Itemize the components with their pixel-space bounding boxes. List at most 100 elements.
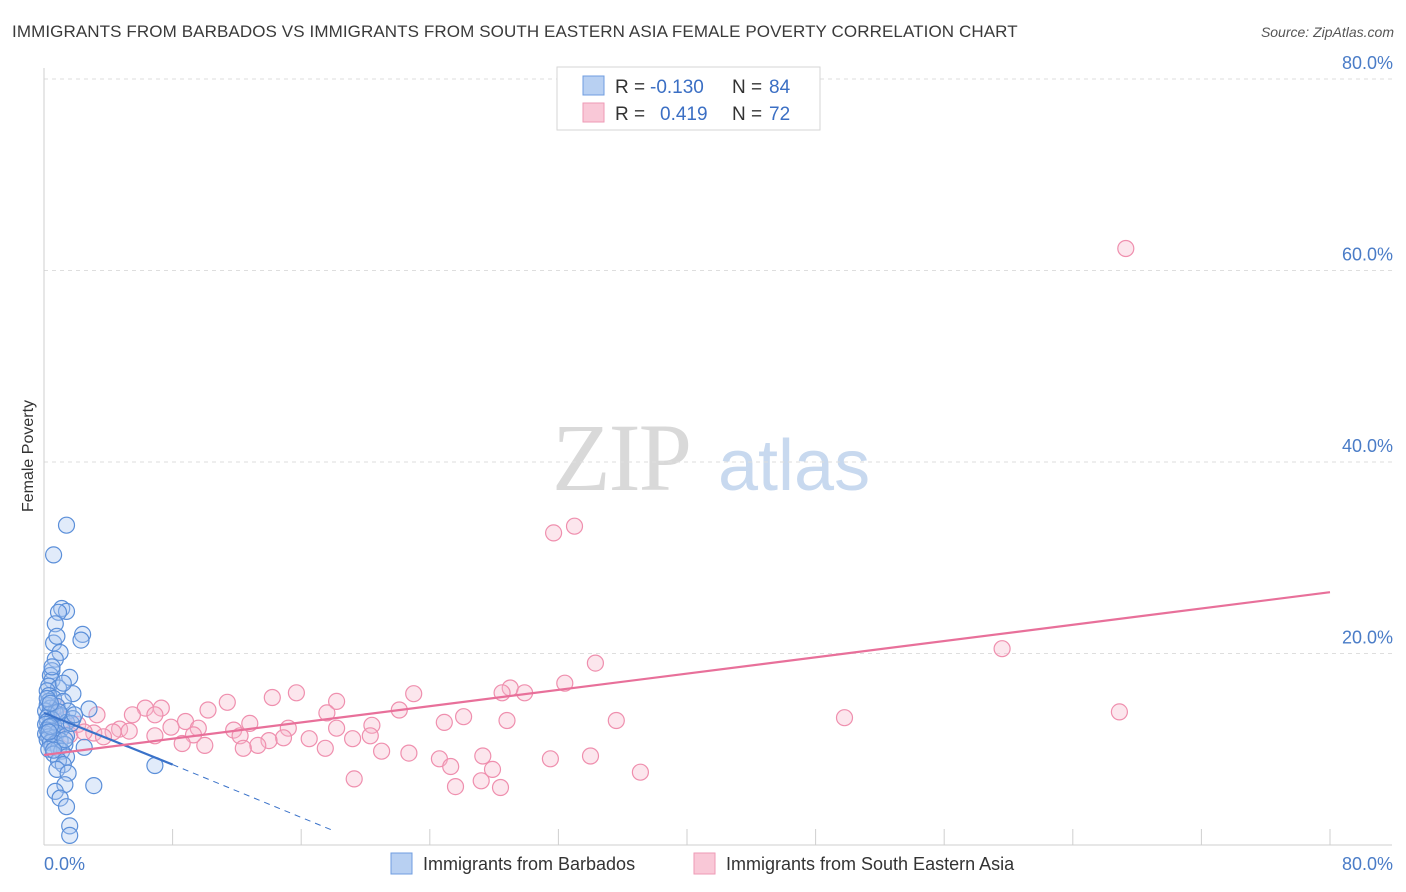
- x-tick-label-max: 80.0%: [1342, 854, 1393, 874]
- y-tick-labels: 20.0% 40.0% 60.0% 80.0%: [1342, 53, 1393, 648]
- sea-point-47: [260, 731, 278, 750]
- sea-point-10: [287, 684, 305, 702]
- sea-point-55: [234, 739, 252, 757]
- legend-r-label-barbados: R =: [615, 77, 645, 98]
- sea-point-26: [435, 713, 453, 732]
- barbados-point-82: [56, 731, 74, 749]
- sea-point-23: [835, 709, 854, 727]
- sea-point-51: [316, 739, 334, 757]
- sea-point-54: [196, 736, 214, 755]
- legend-n-value-barbados: 84: [769, 77, 791, 98]
- legend-swatch-barbados: [582, 75, 605, 96]
- legend-r-label-sea: R =: [615, 104, 645, 125]
- sea-point-19: [123, 706, 141, 724]
- sea-point-17: [199, 701, 217, 719]
- sea-point-35: [120, 722, 138, 740]
- sea-point-67: [345, 770, 363, 788]
- barbados-point-76: [54, 674, 72, 692]
- sea-point-9: [405, 685, 423, 703]
- series-sea-points: [48, 239, 1135, 797]
- bottom-legend: Immigrants from Barbados Immigrants from…: [390, 852, 1015, 875]
- watermark-zip: ZIP: [552, 404, 690, 511]
- sea-point-66: [631, 763, 650, 781]
- chart-title: IMMIGRANTS FROM BARBADOS VS IMMIGRANTS F…: [12, 22, 1018, 41]
- sea-point-13: [218, 693, 236, 711]
- legend: R = -0.130 N = 84 R = 0.419 N = 72: [556, 66, 821, 131]
- axes: [43, 68, 1392, 846]
- barbados-point-83: [44, 741, 63, 759]
- barbados-point-66: [56, 776, 74, 794]
- y-tick-label-40: 40.0%: [1342, 436, 1393, 456]
- barbados-point-1: [44, 546, 63, 564]
- sea-point-68: [472, 772, 490, 790]
- sea-point-12: [328, 692, 346, 711]
- sea-point-46: [300, 730, 318, 748]
- barbados-point-78: [48, 627, 66, 645]
- legend-swatch-sea: [582, 102, 605, 123]
- sea-point-4: [586, 654, 605, 672]
- sea-point-69: [446, 777, 465, 796]
- bottom-legend-swatch-barbados: [390, 852, 413, 875]
- gridlines: [44, 78, 1392, 654]
- watermark-atlas: atlas: [718, 426, 870, 506]
- barbados-point-75: [38, 689, 56, 708]
- barbados-point-79: [40, 723, 58, 741]
- sea-point-20: [146, 706, 164, 724]
- barbados-point-26: [80, 700, 98, 718]
- y-tick-label-80: 80.0%: [1342, 53, 1393, 73]
- barbados-point-5: [46, 615, 64, 633]
- legend-r-value-barbados: -0.130: [650, 77, 704, 98]
- barbados-point-69: [57, 798, 76, 816]
- sea-point-61: [442, 757, 460, 776]
- sea-point-49: [173, 734, 191, 753]
- y-axis-label: Female Poverty: [20, 400, 37, 512]
- sea-point-18: [318, 704, 336, 722]
- sea-point-24: [1110, 703, 1129, 721]
- bottom-legend-label-sea: Immigrants from South Eastern Asia: [726, 854, 1015, 874]
- sea-point-11: [263, 688, 281, 707]
- trend-line-barbados-extrapolated: [172, 764, 334, 832]
- sea-point-31: [328, 719, 346, 737]
- sea-point-56: [400, 744, 418, 762]
- legend-n-value-sea: 72: [769, 104, 790, 125]
- sea-point-59: [581, 747, 600, 765]
- barbados-point-54: [75, 738, 93, 756]
- barbados-point-81: [41, 694, 60, 712]
- y-tick-label-20: 20.0%: [1342, 628, 1393, 648]
- sea-point-45: [361, 727, 379, 745]
- x-ticks: [172, 829, 1331, 845]
- bottom-legend-label-barbados: Immigrants from Barbados: [423, 854, 635, 874]
- sea-point-1: [565, 517, 584, 535]
- source-label: Source: ZipAtlas.com: [1260, 24, 1394, 40]
- legend-r-value-sea: 0.419: [660, 104, 708, 125]
- x-tick-label-min: 0.0%: [44, 854, 85, 874]
- barbados-point-7: [72, 631, 90, 649]
- sea-point-15: [152, 699, 170, 717]
- bottom-legend-swatch-sea: [693, 852, 716, 875]
- sea-point-33: [162, 718, 180, 736]
- barbados-point-70: [61, 817, 79, 835]
- sea-point-2: [544, 524, 563, 542]
- sea-point-27: [607, 711, 625, 730]
- trend-line-barbados: [43, 711, 174, 766]
- sea-point-57: [474, 747, 492, 765]
- legend-n-label-sea: N =: [732, 104, 762, 125]
- trend-lines: [43, 591, 1331, 832]
- sea-point-5: [556, 674, 574, 692]
- sea-point-62: [483, 760, 502, 779]
- sea-point-50: [249, 736, 267, 755]
- legend-n-label-barbados: N =: [732, 77, 762, 98]
- sea-point-48: [344, 730, 362, 748]
- barbados-point-68: [51, 789, 69, 807]
- barbados-point-71: [61, 826, 79, 845]
- barbados-point-80: [65, 706, 84, 724]
- y-tick-label-60: 60.0%: [1342, 245, 1393, 265]
- sea-point-25: [498, 711, 516, 730]
- sea-point-70: [491, 778, 510, 797]
- barbados-point-14: [61, 668, 79, 687]
- sea-point-0: [1117, 239, 1135, 258]
- sea-point-3: [993, 640, 1011, 658]
- trend-line-sea: [43, 591, 1331, 757]
- barbados-point-62: [48, 760, 66, 779]
